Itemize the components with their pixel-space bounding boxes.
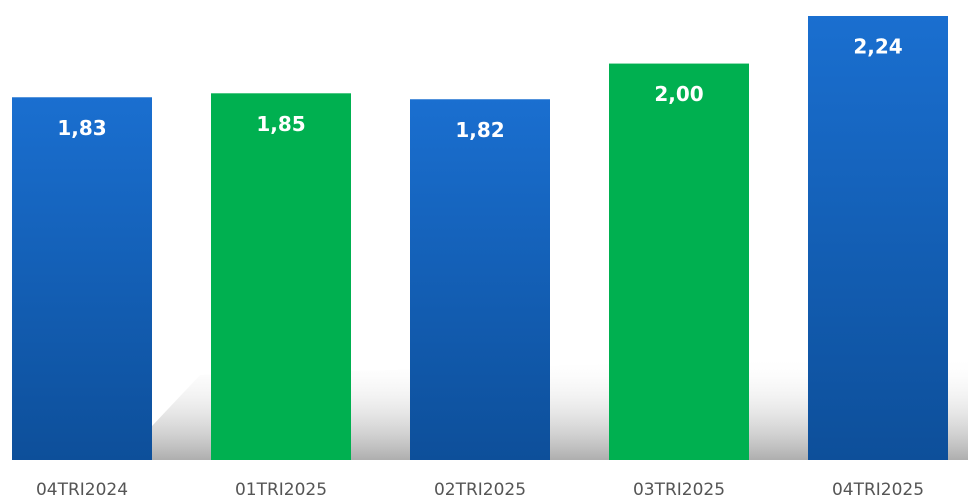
- value-label: 2,24: [853, 35, 902, 59]
- value-label: 1,82: [455, 118, 504, 142]
- x-tick-label: 02TRI2025: [434, 480, 526, 500]
- bar: [211, 93, 351, 460]
- value-label: 1,85: [256, 112, 305, 136]
- x-tick-label: 03TRI2025: [633, 480, 725, 500]
- bar: [808, 16, 948, 460]
- bar: [609, 63, 749, 460]
- x-tick-label: 01TRI2025: [235, 480, 327, 500]
- x-tick-label: 04TRI2024: [36, 480, 128, 500]
- value-label: 1,83: [57, 116, 106, 140]
- bar: [12, 97, 152, 461]
- value-label: 2,00: [654, 82, 703, 106]
- plot: 1,83 04TRI2024 1,85 01TRI2025 1,82 02TRI2025 2…: [12, 16, 948, 500]
- bar: [410, 99, 550, 460]
- x-tick-label: 04TRI2025: [832, 480, 924, 500]
